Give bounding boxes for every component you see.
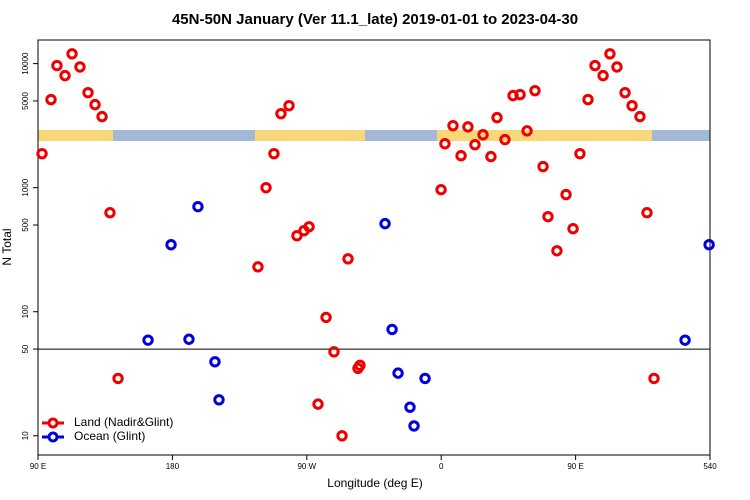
point [386, 323, 398, 336]
point [439, 138, 451, 150]
point [626, 99, 638, 112]
point [679, 334, 691, 346]
point [328, 346, 340, 358]
point [379, 217, 391, 230]
point [303, 221, 315, 233]
point [36, 147, 48, 160]
y-axis-label: N Total [0, 228, 14, 265]
y-tick-label: 5000 [21, 92, 30, 110]
point [183, 333, 195, 345]
point [641, 207, 653, 219]
point [703, 238, 715, 251]
point [521, 125, 533, 137]
point [213, 394, 225, 406]
point [455, 150, 467, 162]
point [192, 200, 204, 213]
point [320, 311, 332, 324]
legend-label: Ocean (Glint) [74, 429, 145, 443]
point [89, 98, 101, 111]
x-axis-label: Longitude (deg E) [327, 476, 422, 490]
x-tick-label: 90 W [297, 462, 316, 471]
point [268, 147, 280, 160]
point [560, 188, 572, 201]
y-tick-label: 500 [21, 218, 30, 232]
point [260, 181, 272, 194]
point [529, 84, 541, 97]
point [462, 121, 474, 133]
point [45, 93, 57, 106]
point [514, 88, 526, 101]
point [291, 230, 303, 242]
legend-marker [47, 431, 59, 443]
point [342, 253, 354, 265]
point [551, 245, 563, 257]
point [404, 401, 416, 413]
point [648, 372, 660, 385]
legend-marker [47, 417, 59, 429]
x-tick-label: 90 E [30, 462, 46, 471]
point [447, 119, 459, 132]
point [59, 69, 71, 82]
point [589, 59, 601, 72]
x-tick-label: 180 [166, 462, 180, 471]
point [142, 334, 154, 346]
point [582, 93, 594, 106]
point [275, 107, 287, 120]
point [567, 222, 579, 235]
point [336, 430, 348, 442]
point [66, 48, 78, 60]
point [499, 133, 511, 146]
point [611, 61, 623, 73]
point [537, 160, 549, 173]
point [485, 150, 497, 163]
point [354, 359, 366, 371]
point [82, 86, 94, 99]
point [96, 110, 108, 123]
point [408, 420, 420, 432]
point [574, 147, 586, 160]
y-tick-label: 100 [21, 305, 30, 319]
point [252, 261, 264, 273]
point [435, 183, 447, 196]
point [209, 356, 221, 368]
point [542, 210, 554, 223]
map-strip [38, 130, 710, 141]
point [104, 207, 116, 219]
point [392, 367, 404, 379]
x-tick-label: 540 [703, 462, 717, 471]
point [419, 372, 431, 385]
y-tick-label: 50 [21, 344, 30, 353]
x-tick-label: 0 [439, 462, 444, 471]
y-tick-label: 1000 [21, 178, 30, 196]
y-tick-label: 10 [21, 431, 30, 440]
chart-title: 45N-50N January (Ver 11.1_late) 2019-01-… [172, 11, 578, 28]
point [312, 398, 324, 410]
point [112, 372, 124, 385]
point [165, 238, 177, 251]
point [477, 129, 489, 141]
point [634, 110, 646, 123]
point [597, 69, 609, 82]
point [74, 61, 86, 73]
point [283, 99, 295, 112]
x-tick-label: 90 E [567, 462, 583, 471]
plot-frame [37, 39, 711, 456]
point [469, 139, 481, 151]
point [51, 59, 63, 72]
point [619, 86, 631, 99]
point [604, 48, 616, 60]
point [491, 111, 503, 124]
y-tick-label: 10000 [21, 52, 30, 75]
legend-label: Land (Nadir&Glint) [74, 415, 173, 429]
